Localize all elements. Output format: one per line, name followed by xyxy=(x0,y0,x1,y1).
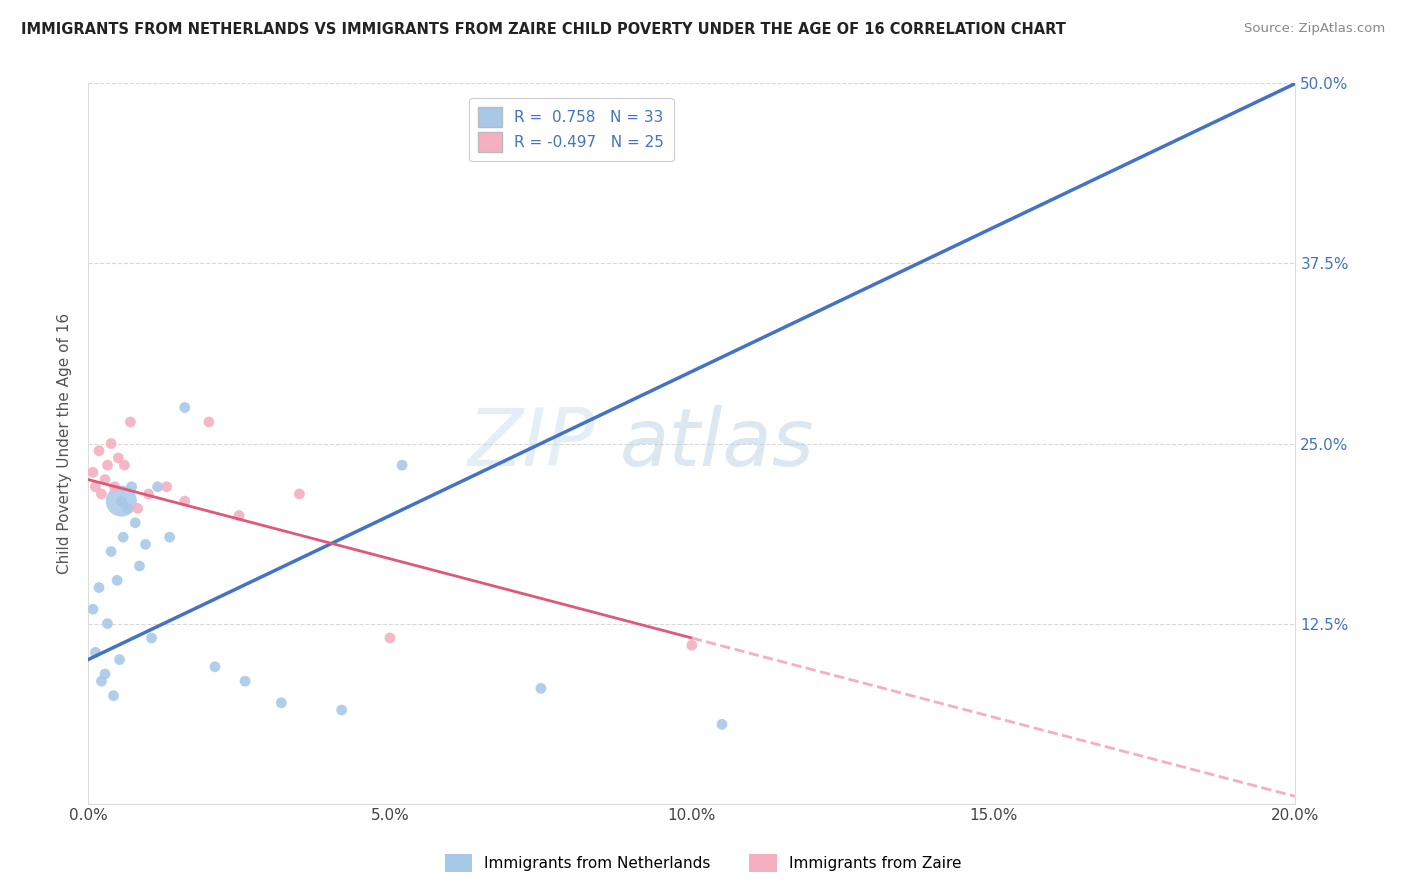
Point xyxy=(124,516,146,530)
Point xyxy=(288,487,311,501)
Point xyxy=(391,458,413,472)
Point xyxy=(96,458,118,472)
Point xyxy=(96,616,118,631)
Y-axis label: Child Poverty Under the Age of 16: Child Poverty Under the Age of 16 xyxy=(58,313,72,574)
Point xyxy=(117,501,139,516)
Point xyxy=(138,487,160,501)
Point xyxy=(128,558,150,573)
Point xyxy=(330,703,353,717)
Legend: Immigrants from Netherlands, Immigrants from Zaire: Immigrants from Netherlands, Immigrants … xyxy=(437,846,969,880)
Point xyxy=(108,652,131,666)
Text: IMMIGRANTS FROM NETHERLANDS VS IMMIGRANTS FROM ZAIRE CHILD POVERTY UNDER THE AGE: IMMIGRANTS FROM NETHERLANDS VS IMMIGRANT… xyxy=(21,22,1066,37)
Point xyxy=(127,501,149,516)
Point xyxy=(112,458,135,472)
Point xyxy=(87,443,110,458)
Point xyxy=(204,660,226,674)
Point xyxy=(82,466,104,480)
Point xyxy=(121,480,143,494)
Point xyxy=(159,530,181,544)
Point xyxy=(378,631,401,645)
Point xyxy=(134,537,156,551)
Text: Source: ZipAtlas.com: Source: ZipAtlas.com xyxy=(1244,22,1385,36)
Point xyxy=(90,487,112,501)
Point xyxy=(120,415,142,429)
Point xyxy=(681,638,703,652)
Point xyxy=(84,480,107,494)
Legend: R =  0.758   N = 33, R = -0.497   N = 25: R = 0.758 N = 33, R = -0.497 N = 25 xyxy=(468,98,673,161)
Text: ZIP: ZIP xyxy=(468,405,595,483)
Text: atlas: atlas xyxy=(620,405,814,483)
Point xyxy=(173,494,195,508)
Point xyxy=(530,681,553,696)
Point xyxy=(156,480,179,494)
Point xyxy=(82,602,104,616)
Point xyxy=(87,581,110,595)
Point xyxy=(105,574,128,588)
Point xyxy=(198,415,221,429)
Point xyxy=(110,494,132,508)
Point xyxy=(103,689,125,703)
Point xyxy=(100,544,122,558)
Point xyxy=(107,450,129,465)
Point xyxy=(228,508,250,523)
Point xyxy=(146,480,169,494)
Point xyxy=(141,631,163,645)
Point xyxy=(100,436,122,450)
Point xyxy=(94,667,117,681)
Point xyxy=(90,674,112,689)
Point xyxy=(711,717,734,731)
Point xyxy=(112,530,135,544)
Point xyxy=(94,473,117,487)
Point xyxy=(104,480,127,494)
Point xyxy=(233,674,256,689)
Point xyxy=(270,696,292,710)
Point xyxy=(173,401,195,415)
Point xyxy=(84,645,107,659)
Point xyxy=(110,494,132,508)
